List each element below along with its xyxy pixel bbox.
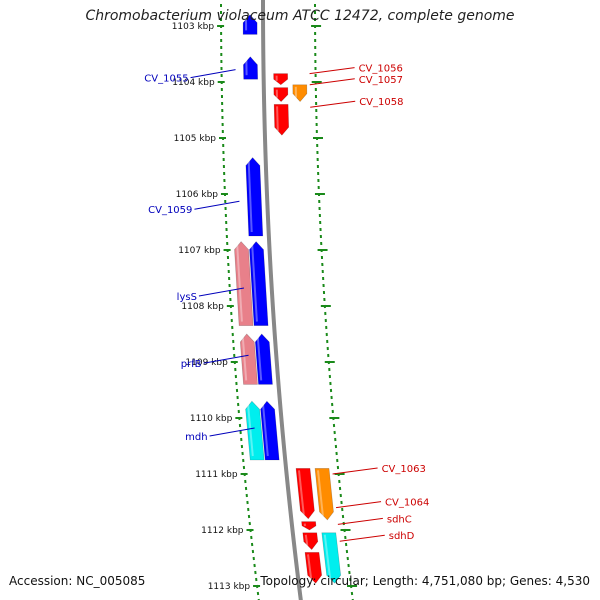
gene-arrow-17 [321,532,342,584]
gene-arrow-5 [273,104,290,136]
gene-label: CV_1059 [148,205,192,216]
gene-label: lysS [177,292,197,303]
leader-line [339,534,385,542]
leader-line [310,100,356,108]
gene-highlight-16 [304,534,309,546]
kbp-label: 1113 kbp [208,582,251,592]
leader-line [209,427,255,437]
gene-highlight-18 [307,554,313,580]
gene-highlight-9 [256,335,263,381]
gene-arrow-3 [292,84,308,103]
gene-highlight-10 [241,335,248,381]
gene-features [234,14,342,584]
gene-highlight-5 [276,106,279,132]
leader-line [190,69,236,79]
gene-label: CV_1056 [359,64,403,75]
gene-arrow-11 [260,400,280,461]
kbp-label: 1111 kbp [195,470,238,480]
gene-highlight-12 [246,403,254,457]
leader-line [203,354,249,364]
leader-line [332,467,378,475]
kbp-label: 1110 kbp [190,414,233,424]
gene-arrow-7 [249,241,269,326]
gene-highlight-15 [303,523,307,527]
gene-arrow-16 [302,532,319,551]
kbp-label: 1104 kbp [172,78,215,88]
kbp-label: 1105 kbp [174,134,217,144]
leader-line [198,287,245,297]
gene-arrow-4 [273,87,289,103]
gene-highlight-8 [236,243,243,322]
gene-highlight-6 [247,159,253,233]
gene-arrow-10 [239,333,258,385]
genome-backbone [260,0,303,600]
leader-line [337,517,383,525]
gene-label: CV_1055 [144,74,188,85]
gene-arrow-15 [301,521,317,531]
leader-line [194,200,240,210]
gene-arrow-18 [304,552,323,584]
kbp-label: 1106 kbp [176,190,219,200]
leader-line [309,67,355,75]
gene-arrow-13 [295,468,315,520]
genome-summary-text: Topology: circular; Length: 4,751,080 bp… [260,574,590,588]
gene-highlight-11 [261,403,269,457]
gene-arrow-0 [242,14,258,35]
gene-highlight-7 [251,243,258,322]
kbp-label: 1112 kbp [201,526,244,536]
tick-marks [217,0,358,600]
gene-label: prfB [181,359,202,370]
gene-arrow-8 [234,241,254,326]
accession-text: Accession: NC_005085 [9,574,146,588]
gene-label: CV_1064 [385,498,429,509]
kbp-label: 1107 kbp [178,246,221,256]
map-title: Chromobacterium violaceum ATCC 12472, co… [85,8,515,24]
gene-label: mdh [185,432,207,443]
gene-label: CV_1063 [382,464,426,475]
gene-arrow-14 [314,468,334,521]
gene-highlight-14 [317,470,324,517]
gene-arrow-1 [243,56,259,80]
gene-arrow-12 [245,400,265,461]
gene-label: sdhD [389,531,415,542]
kbp-label: 1103 kbp [172,22,215,32]
gene-label: sdhC [387,514,412,525]
gene-arrow-9 [254,333,273,385]
gene-highlight-17 [323,534,332,580]
leader-line [309,78,355,86]
gene-highlight-13 [298,470,305,515]
leader-line [335,501,382,509]
kbp-label: 1108 kbp [181,302,224,312]
gene-label: CV_1058 [359,97,403,108]
backbone-line [260,0,303,600]
gene-arrow-2 [273,73,289,86]
gene-arrow-6 [245,157,264,237]
gene-label: CV_1057 [359,75,403,86]
